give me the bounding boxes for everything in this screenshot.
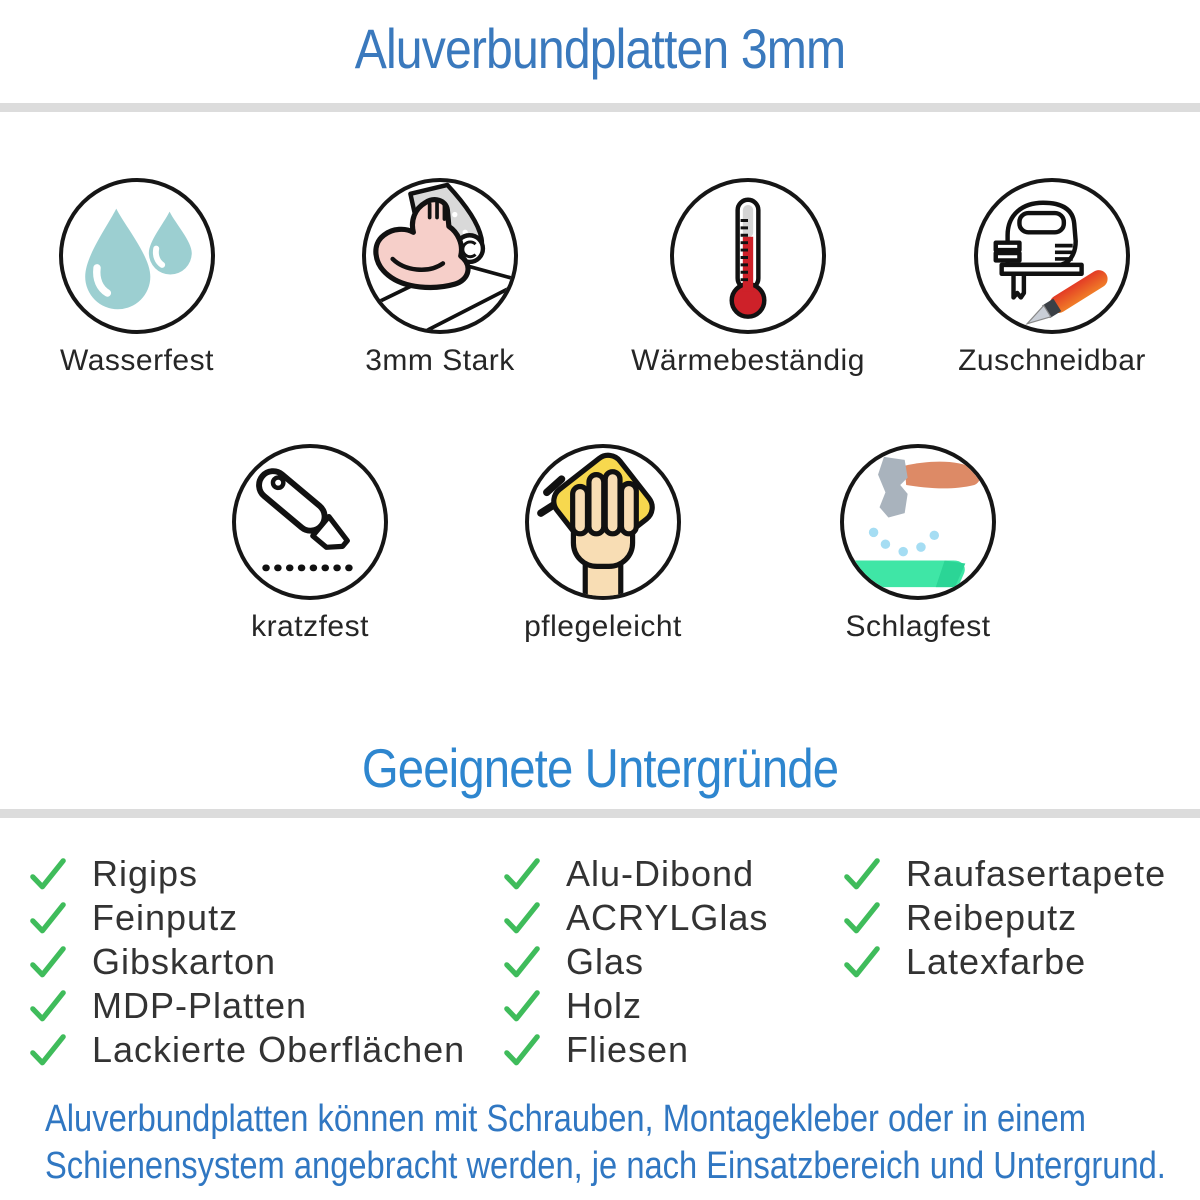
list-item: Latexfarbe	[842, 940, 1166, 984]
list-item: Glas	[502, 940, 768, 984]
substrate-label: Raufasertapete	[906, 853, 1167, 894]
feature-3mm-stark: 3mm Stark	[290, 178, 590, 378]
water-drops-icon	[85, 208, 192, 310]
list-item: Raufasertapete	[842, 852, 1166, 896]
check-icon	[844, 946, 880, 978]
list-item: Fliesen	[502, 1028, 768, 1072]
feature-label: Schlagfest	[845, 610, 991, 643]
flexed-bicep-panel-icon	[366, 182, 514, 330]
check-icon	[30, 946, 66, 978]
check-icon	[30, 902, 66, 934]
substrate-label: Latexfarbe	[906, 941, 1087, 982]
feature-label: Zuschneidbar	[958, 344, 1146, 377]
substrate-label: Feinputz	[92, 897, 239, 938]
substrates-column-1: Rigips Feinputz Gibskarton MDP-Platten L…	[28, 852, 465, 1072]
substrate-label: Holz	[566, 985, 643, 1026]
list-item: Rigips	[28, 852, 465, 896]
check-icon	[30, 1034, 66, 1066]
list-item: Alu-Dibond	[502, 852, 768, 896]
check-icon	[504, 902, 540, 934]
substrate-label: Gibskarton	[92, 941, 277, 982]
thermometer-icon	[729, 197, 767, 319]
feature-label: kratzfest	[251, 610, 369, 643]
check-icon	[504, 946, 540, 978]
substrates-column-2: Alu-Dibond ACRYLGlas Glas Holz Fliesen	[502, 852, 768, 1072]
section-title-untergruende: Geeignete Untergründe	[361, 737, 839, 799]
footer-note: Aluverbundplatten können mit Schrauben, …	[45, 1096, 1166, 1190]
feature-wasserfest: Wasserfest	[0, 178, 287, 378]
substrates-list: Rigips Feinputz Gibskarton MDP-Platten L…	[0, 852, 1200, 1102]
list-item: ACRYLGlas	[502, 896, 768, 940]
substrate-label: MDP-Platten	[92, 985, 308, 1026]
list-item: Reibeputz	[842, 896, 1166, 940]
feature-label: Wasserfest	[60, 344, 214, 377]
substrates-column-3: Raufasertapete Reibeputz Latexfarbe	[842, 852, 1166, 984]
substrate-label: Reibeputz	[906, 897, 1078, 938]
utility-knife-icon	[256, 468, 355, 572]
hammer-impact-icon	[844, 456, 980, 588]
icon-circle	[840, 444, 996, 600]
list-item: Gibskarton	[28, 940, 465, 984]
feature-pflegeleicht: pflegeleicht	[453, 444, 753, 644]
check-icon	[30, 990, 66, 1022]
list-item: MDP-Platten	[28, 984, 465, 1028]
check-icon	[504, 1034, 540, 1066]
check-icon	[844, 902, 880, 934]
icon-circle	[232, 444, 388, 600]
icon-circle	[362, 178, 518, 334]
list-item: Feinputz	[28, 896, 465, 940]
feature-label: Wärmebeständig	[631, 344, 865, 377]
substrate-label: Lackierte Oberflächen	[92, 1029, 466, 1070]
substrate-label: Glas	[566, 941, 645, 982]
icon-circle	[59, 178, 215, 334]
feature-waermebestaendig: Wärmebeständig	[598, 178, 898, 378]
check-icon	[844, 858, 880, 890]
footer-note-line1: Aluverbundplatten können mit Schrauben, …	[45, 1098, 1086, 1140]
feature-label: 3mm Stark	[365, 344, 515, 377]
list-item: Holz	[502, 984, 768, 1028]
feature-label: pflegeleicht	[524, 610, 682, 643]
check-icon	[504, 858, 540, 890]
icon-circle	[974, 178, 1130, 334]
icon-circle	[525, 444, 681, 600]
divider	[0, 809, 1200, 818]
hand-wipe-cloth-icon	[537, 452, 655, 596]
feature-zuschneidbar: Zuschneidbar	[902, 178, 1200, 378]
page-title: Aluverbundplatten 3mm	[354, 17, 846, 80]
feature-schlagfest: Schlagfest	[768, 444, 1068, 644]
divider	[0, 103, 1200, 112]
check-icon	[30, 858, 66, 890]
icon-circle	[670, 178, 826, 334]
footer-note-line2: Schienensystem angebracht werden, je nac…	[45, 1145, 1166, 1187]
substrate-label: Alu-Dibond	[566, 853, 755, 894]
feature-kratzfest: kratzfest	[160, 444, 460, 644]
substrate-label: Fliesen	[566, 1029, 690, 1070]
jigsaw-cutter-icon	[993, 200, 1108, 325]
substrate-label: Rigips	[92, 853, 199, 894]
substrate-label: ACRYLGlas	[566, 897, 769, 938]
check-icon	[504, 990, 540, 1022]
list-item: Lackierte Oberflächen	[28, 1028, 465, 1072]
